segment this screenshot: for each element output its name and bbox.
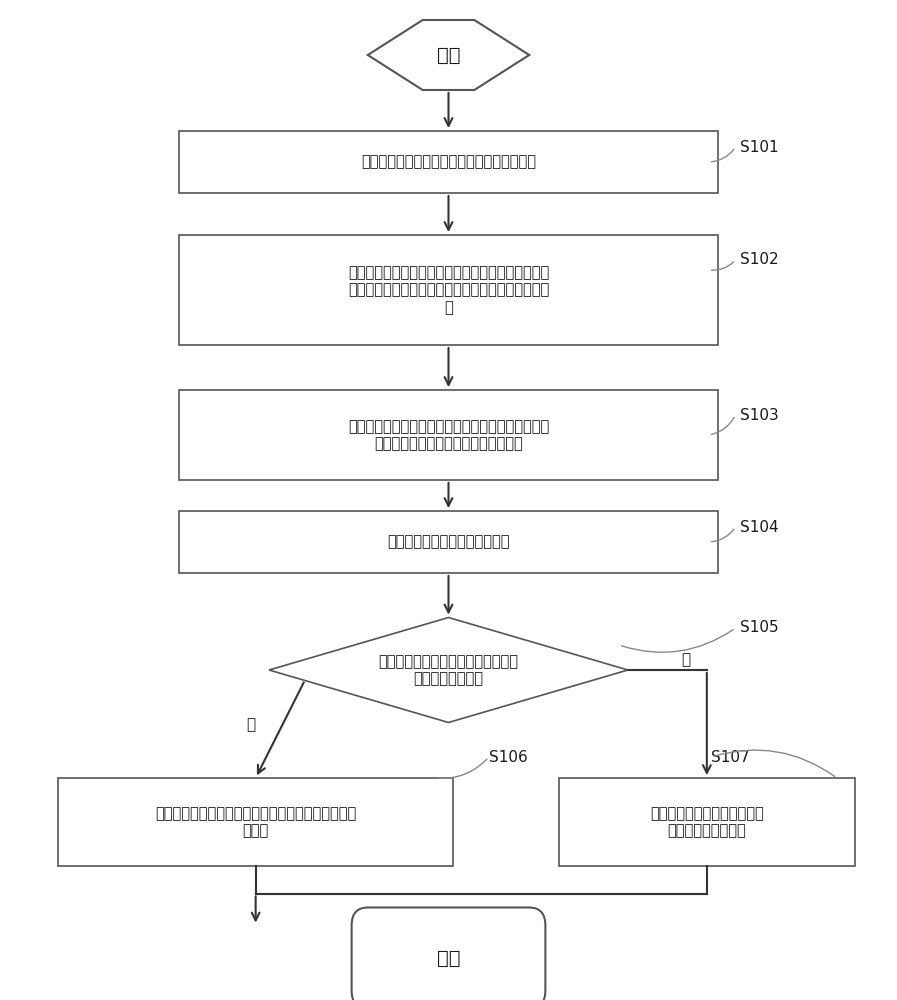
Text: 在第三预设时间段后再次显示
未联系对象统计结果: 在第三预设时间段后再次显示 未联系对象统计结果 — [650, 806, 763, 838]
Text: 在第二预设时间段内接收到用户输入
的提醒时间指令？: 在第二预设时间段内接收到用户输入 的提醒时间指令？ — [379, 654, 518, 686]
Text: S102: S102 — [740, 252, 779, 267]
Text: 结束: 结束 — [437, 948, 460, 968]
Polygon shape — [269, 617, 628, 722]
Text: 开始: 开始 — [437, 45, 460, 64]
FancyBboxPatch shape — [179, 235, 718, 345]
FancyBboxPatch shape — [58, 778, 453, 866]
Text: 是: 是 — [247, 718, 256, 732]
Text: 获取通讯录中记录的所有联系对象的通讯时间: 获取通讯录中记录的所有联系对象的通讯时间 — [361, 154, 536, 169]
Text: S107: S107 — [711, 750, 750, 764]
FancyBboxPatch shape — [352, 908, 545, 1000]
Text: 根据通讯时间，从通讯录中筛选出距离当前时刻的第
一预设时间段内没有任何通讯记录的所有的未联系对
象: 根据通讯时间，从通讯录中筛选出距离当前时刻的第 一预设时间段内没有任何通讯记录的… — [348, 265, 549, 315]
Text: 对各未联系对象及其对应的联系方式以对应关系的形
式进行统计，生成未联系对像统计结果: 对各未联系对象及其对应的联系方式以对应关系的形 式进行统计，生成未联系对像统计结… — [348, 419, 549, 451]
Text: S101: S101 — [740, 139, 779, 154]
FancyBboxPatch shape — [179, 131, 718, 193]
Text: S103: S103 — [740, 408, 779, 422]
FancyBboxPatch shape — [559, 778, 855, 866]
Text: 在下一次提醒时间对应的时刻再次显示未联系对象统
计结果: 在下一次提醒时间对应的时刻再次显示未联系对象统 计结果 — [155, 806, 356, 838]
Text: 输出并显示未联系对象统计结果: 输出并显示未联系对象统计结果 — [388, 534, 509, 550]
Text: 否: 否 — [682, 652, 691, 668]
FancyBboxPatch shape — [179, 511, 718, 573]
Text: S104: S104 — [740, 519, 779, 534]
Polygon shape — [368, 20, 529, 90]
Text: S106: S106 — [489, 750, 527, 764]
FancyBboxPatch shape — [179, 390, 718, 480]
Text: S105: S105 — [740, 620, 779, 636]
